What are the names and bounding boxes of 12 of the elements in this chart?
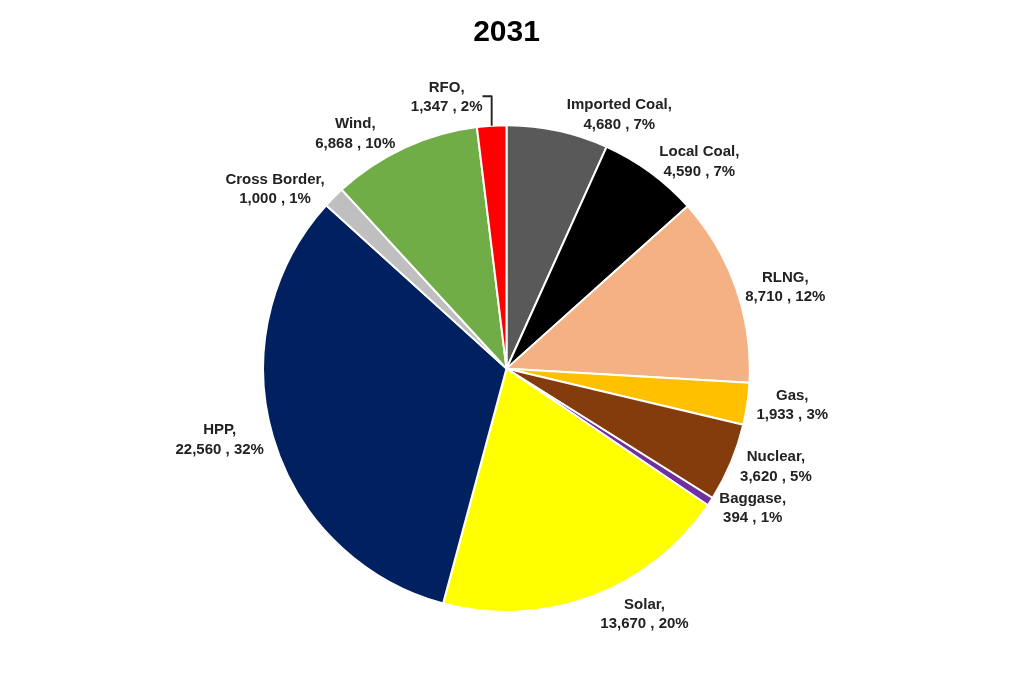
slice-label: Baggase, 394 , 1%	[719, 488, 787, 526]
slice-label: Solar, 13,670 , 20%	[600, 594, 689, 632]
slice-label: Imported Coal, 4,680 , 7%	[566, 95, 672, 132]
slice-label: RLNG, 8,710 , 12%	[745, 267, 826, 305]
slice-label: Nuclear, 3,620 , 5%	[740, 447, 812, 484]
slice-label: Wind, 6,868 , 10%	[315, 114, 396, 151]
slice-label: Gas, 1,933 , 3%	[756, 385, 829, 423]
slice-label: RFO, 1,347 , 2%	[410, 77, 483, 115]
slice-label: Local Coal, 4,590 , 7%	[659, 142, 740, 179]
slice-label: HPP, 22,560 , 32%	[175, 420, 264, 457]
slice-label: Cross Border, 1,000 , 1%	[225, 169, 325, 207]
chart-title: 2031	[473, 14, 540, 48]
